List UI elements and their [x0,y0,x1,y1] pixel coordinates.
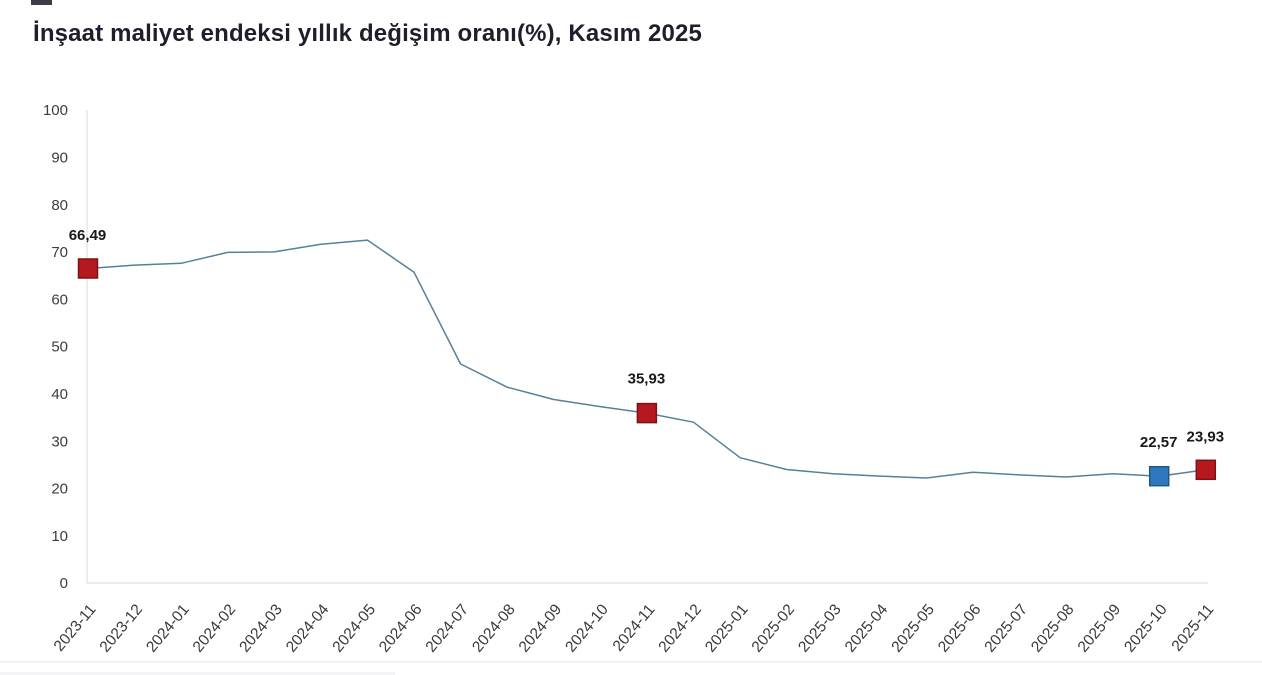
svg-text:2024-10: 2024-10 [562,601,612,656]
svg-text:2023-12: 2023-12 [97,601,147,656]
svg-text:30: 30 [51,433,68,450]
svg-text:2024-01: 2024-01 [143,601,193,656]
svg-text:2024-09: 2024-09 [516,601,566,656]
svg-text:66,49: 66,49 [69,227,107,244]
svg-text:2025-01: 2025-01 [702,601,752,656]
svg-text:2024-12: 2024-12 [655,601,705,656]
svg-text:0: 0 [60,575,68,592]
svg-text:2024-07: 2024-07 [423,601,473,656]
svg-text:70: 70 [51,244,68,261]
svg-text:23,93: 23,93 [1187,429,1225,446]
svg-text:2024-05: 2024-05 [329,601,379,656]
svg-text:2025-10: 2025-10 [1121,601,1171,656]
svg-text:2024-04: 2024-04 [283,601,333,656]
svg-text:80: 80 [51,197,68,214]
svg-text:2025-08: 2025-08 [1028,601,1078,656]
svg-text:35,93: 35,93 [628,371,666,388]
svg-text:60: 60 [51,291,68,308]
svg-text:2023-11: 2023-11 [51,601,100,655]
svg-text:2025-07: 2025-07 [981,601,1031,656]
svg-text:2025-03: 2025-03 [795,601,845,656]
svg-text:90: 90 [51,150,68,167]
svg-text:2024-11: 2024-11 [610,601,659,655]
svg-text:2025-04: 2025-04 [842,601,892,656]
svg-text:2024-02: 2024-02 [190,601,240,656]
svg-text:50: 50 [51,339,68,356]
svg-text:20: 20 [51,481,68,498]
svg-text:2025-05: 2025-05 [888,601,938,656]
svg-text:100: 100 [43,102,68,119]
svg-text:2024-08: 2024-08 [469,601,519,656]
svg-text:2024-06: 2024-06 [376,601,426,656]
svg-text:2024-03: 2024-03 [236,601,286,656]
svg-text:2025-06: 2025-06 [935,601,985,656]
svg-text:2025-09: 2025-09 [1075,601,1125,656]
svg-text:40: 40 [51,386,68,403]
svg-text:2025-11: 2025-11 [1169,601,1218,655]
svg-text:22,57: 22,57 [1140,434,1178,451]
svg-text:2025-02: 2025-02 [749,601,799,656]
svg-text:10: 10 [51,528,68,545]
